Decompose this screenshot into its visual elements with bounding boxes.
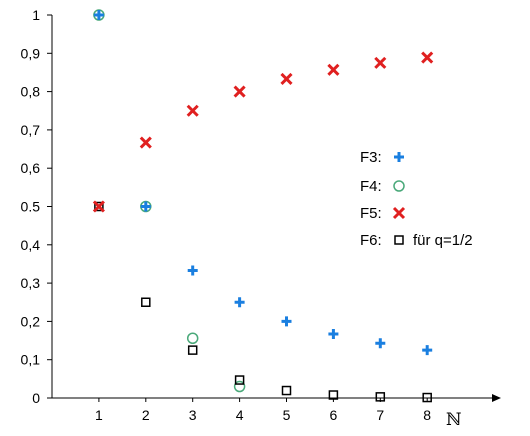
data-point-cross bbox=[327, 63, 340, 76]
y-tick-label: 0,2 bbox=[21, 313, 41, 329]
data-point-square bbox=[328, 390, 339, 400]
legend-marker-circle bbox=[393, 180, 405, 192]
series-circle bbox=[93, 9, 246, 393]
data-point-plus bbox=[187, 265, 198, 276]
x-tick-label: 8 bbox=[423, 407, 431, 423]
x-tick-label: 4 bbox=[236, 407, 244, 423]
series-plus bbox=[93, 10, 433, 356]
data-point-cross bbox=[421, 51, 434, 64]
y-tick-label: 0.5 bbox=[21, 199, 41, 215]
legend-label: F5: bbox=[360, 205, 382, 222]
data-point-plus bbox=[328, 329, 339, 340]
series-square bbox=[94, 201, 432, 403]
data-point-cross bbox=[280, 72, 293, 86]
x-tick-label: 6 bbox=[330, 407, 338, 423]
x-tick-label: 7 bbox=[376, 407, 384, 423]
x-axis-arrow bbox=[492, 394, 501, 402]
legend-marker-cross bbox=[392, 206, 406, 220]
data-point-square bbox=[234, 375, 245, 385]
x-tick-label: 2 bbox=[142, 407, 150, 423]
x-ticks: 1 2 3 4 5 6 7 8 bbox=[95, 398, 431, 423]
data-point-square bbox=[375, 392, 386, 402]
legend: F3: F4: F5: F6: für q=1/2 bbox=[360, 149, 473, 249]
y-tick-label: 0,6 bbox=[21, 160, 41, 176]
data-point-square bbox=[94, 201, 104, 212]
data-point-plus bbox=[281, 316, 292, 327]
data-point-square bbox=[187, 345, 198, 355]
y-tick-label: 0,9 bbox=[21, 45, 41, 61]
legend-label: F3: bbox=[360, 149, 382, 166]
x-tick-label: 3 bbox=[189, 407, 197, 423]
data-marks bbox=[92, 9, 434, 403]
legend-label: F4: bbox=[360, 178, 382, 195]
data-point-square bbox=[422, 392, 432, 403]
axes: ℕ bbox=[51, 15, 501, 430]
data-point-plus bbox=[234, 297, 245, 308]
y-ticks: 0 0,1 0,2 0,3 0,4 0.5 0,6 0,7 0,8 0,9 1 bbox=[21, 7, 52, 406]
data-point-cross bbox=[233, 85, 246, 98]
data-point-square bbox=[141, 297, 151, 307]
data-point-cross bbox=[374, 56, 387, 69]
data-point-plus bbox=[93, 10, 104, 20]
y-tick-label: 0,1 bbox=[21, 352, 41, 368]
data-point-cross bbox=[186, 104, 199, 117]
data-point-cross bbox=[139, 136, 152, 149]
data-point-plus bbox=[140, 201, 151, 212]
data-point-plus bbox=[422, 345, 433, 356]
series-cross bbox=[92, 51, 434, 213]
y-tick-label: 0 bbox=[32, 390, 40, 406]
data-point-plus bbox=[375, 338, 386, 349]
legend-note: für q=1/2 bbox=[413, 232, 473, 249]
data-point-square bbox=[281, 385, 292, 396]
legend-label: F6: bbox=[360, 232, 382, 249]
legend-marker-plus bbox=[394, 152, 404, 162]
x-unit-label: ℕ bbox=[446, 410, 462, 430]
x-tick-label: 1 bbox=[95, 407, 103, 423]
y-tick-label: 0,7 bbox=[21, 122, 41, 138]
x-tick-label: 5 bbox=[283, 407, 291, 423]
y-tick-label: 1 bbox=[32, 7, 40, 23]
data-point-cross bbox=[92, 200, 105, 213]
legend-marker-square bbox=[394, 235, 404, 245]
data-point-circle bbox=[186, 332, 199, 345]
data-point-circle bbox=[233, 380, 246, 393]
y-tick-label: 0,8 bbox=[21, 84, 41, 100]
y-tick-label: 0,3 bbox=[21, 275, 41, 291]
y-tick-label: 0,4 bbox=[21, 237, 41, 253]
